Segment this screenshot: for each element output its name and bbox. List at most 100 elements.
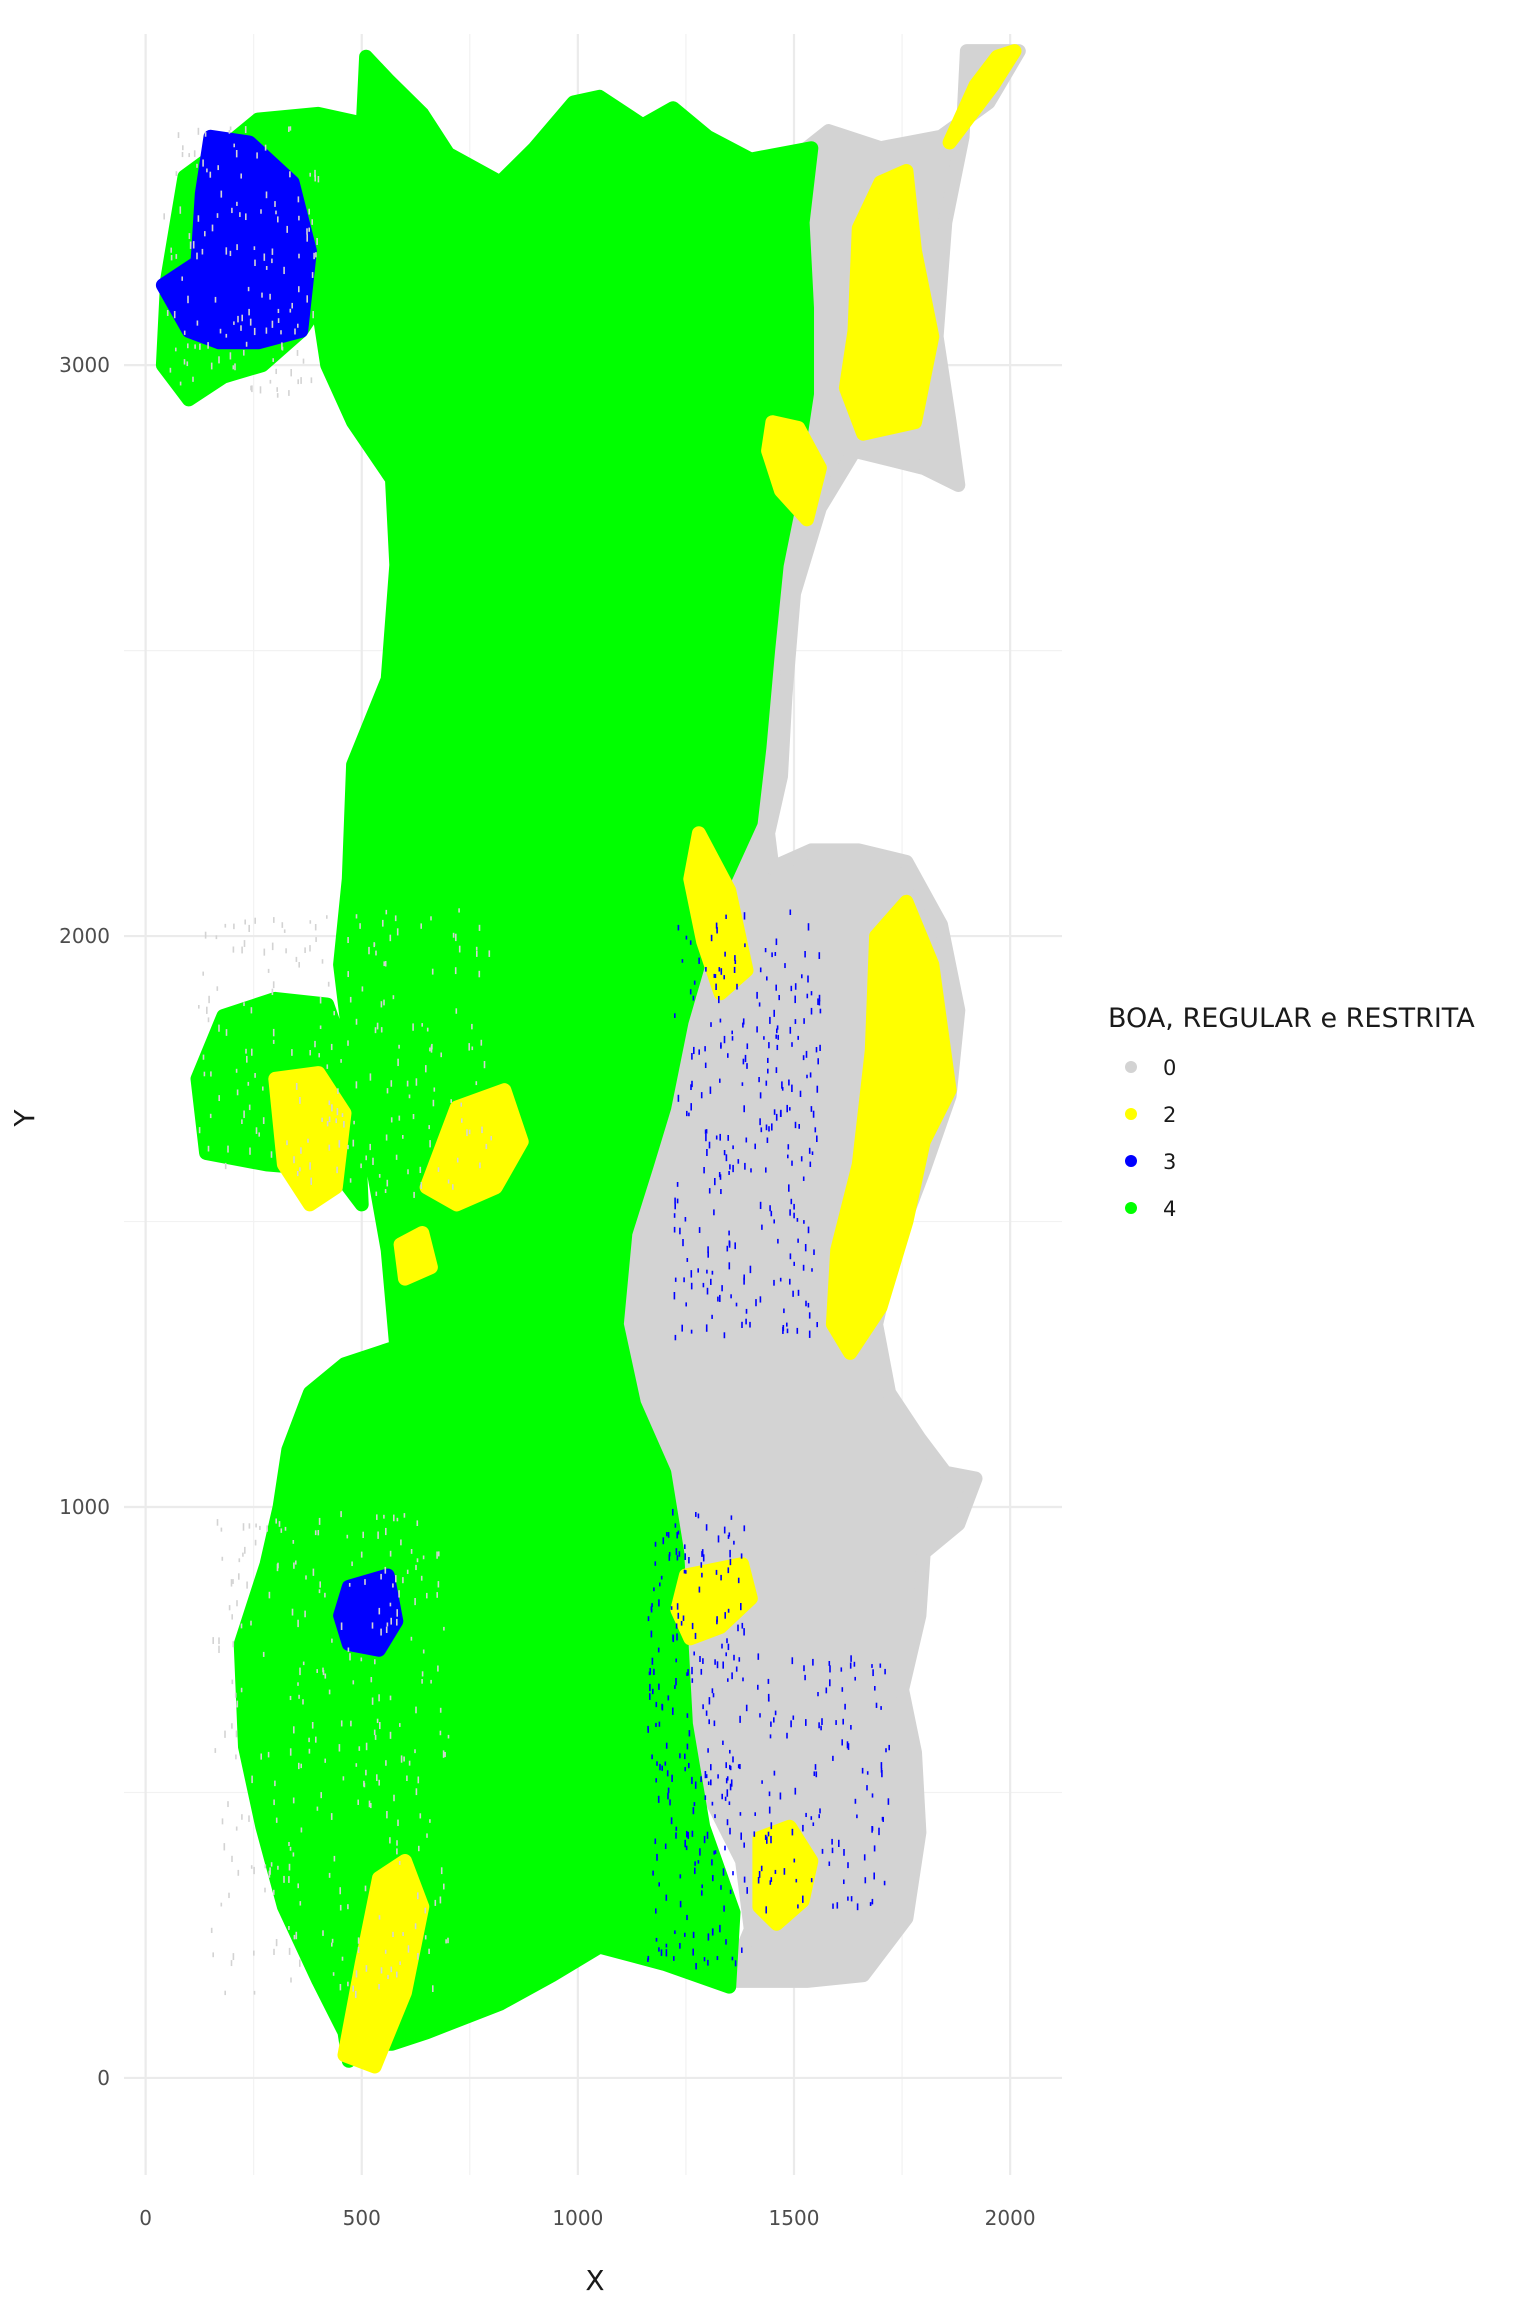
- scatter-0-west-mid-point: [291, 1049, 293, 1056]
- scatter-3-east-lower-point: [770, 1721, 772, 1727]
- scatter-0-west-point: [223, 1843, 226, 1851]
- scatter-3-east-mid-point: [781, 1081, 783, 1089]
- scatter-3-east-lower-point: [791, 1657, 794, 1665]
- scatter-0-west-point: [379, 1722, 381, 1730]
- scatter-0-west-point: [332, 1972, 335, 1976]
- scatter-3-east-mid-point: [723, 1150, 726, 1156]
- scatter-0-west-mid-point: [250, 1007, 253, 1014]
- scatter-3-east-mid-point: [743, 1274, 745, 1281]
- scatter-3-east-south-point: [730, 1779, 733, 1787]
- scatter-0-west-point: [378, 1607, 381, 1615]
- scatter-0-west-point: [236, 1700, 239, 1708]
- scatter-0-northwest-point: [271, 320, 274, 328]
- scatter-3-east-south-point: [695, 1512, 697, 1517]
- scatter-0-northwest-point: [194, 344, 196, 349]
- scatter-0-west-point: [443, 1883, 445, 1890]
- legend-key-2: [1125, 1108, 1137, 1120]
- scatter-3-east-south-point: [705, 1710, 708, 1716]
- scatter-0-northwest-point: [290, 369, 292, 377]
- scatter-3-east-south-point: [672, 1508, 674, 1516]
- scatter-0-west-point: [357, 1946, 360, 1953]
- scatter-3-east-south-point: [730, 1515, 733, 1520]
- scatter-0-northwest-point: [204, 132, 207, 137]
- scatter-3-east-south-point: [655, 1908, 657, 1914]
- scatter-3-east-south-point: [735, 1666, 738, 1672]
- scatter-0-west-mid-point: [343, 1121, 345, 1128]
- scatter-3-east-south-point: [717, 1774, 719, 1779]
- scatter-0-west-point: [320, 1792, 322, 1799]
- scatter-0-west-point: [299, 1667, 301, 1676]
- scatter-0-west-point: [383, 1514, 385, 1519]
- scatter-3-east-lower-point: [841, 1739, 843, 1746]
- scatter-3-east-mid-point: [807, 975, 809, 983]
- legend-title: BOA, REGULAR e RESTRITA: [1108, 1003, 1475, 1034]
- scatter-0-west-point: [439, 1707, 442, 1713]
- scatter-3-east-south-point: [655, 1778, 657, 1783]
- scatter-3-east-south-point: [721, 1643, 723, 1649]
- scatter-3-east-south-point: [699, 1848, 701, 1856]
- scatter-0-west-point: [259, 1525, 261, 1530]
- scatter-3-east-south-point: [686, 1743, 689, 1750]
- scatter-0-west-point: [400, 1755, 403, 1763]
- scatter-3-east-mid-point: [797, 1035, 799, 1040]
- scatter-0-west-point: [240, 1623, 243, 1629]
- scatter-0-northwest-point: [253, 246, 256, 251]
- scatter-0-northwest-point: [253, 327, 256, 336]
- scatter-3-east-south-point: [740, 1832, 742, 1840]
- scatter-0-west-point: [241, 1814, 243, 1820]
- scatter-3-east-south-point: [714, 1850, 717, 1854]
- scatter-3-east-south-point: [684, 1553, 686, 1560]
- scatter-0-west-mid-point: [479, 1162, 481, 1169]
- scatter-3-east-south-point: [659, 1582, 661, 1587]
- scatter-3-east-mid-point: [807, 923, 810, 931]
- scatter-0-west-point: [399, 1723, 401, 1727]
- scatter-3-east-mid-point: [807, 1302, 810, 1308]
- scatter-0-west-mid-point: [309, 1050, 311, 1056]
- scatter-3-east-mid-point: [720, 1042, 722, 1048]
- scatter-0-northwest-point: [209, 171, 212, 178]
- scatter-3-east-south-point: [651, 1603, 653, 1608]
- scatter-3-east-mid-point: [779, 1277, 782, 1282]
- scatter-3-east-south-point: [649, 1683, 651, 1692]
- scatter-0-northwest-point: [311, 219, 313, 225]
- scatter-3-east-mid-point: [776, 1028, 778, 1034]
- scatter-0-northwest-point: [175, 254, 178, 259]
- scatter-3-east-south-point: [670, 1606, 673, 1610]
- scatter-3-east-mid-point: [814, 1127, 817, 1133]
- scatter-0-northwest-point: [225, 247, 228, 255]
- scatter-3-east-mid-point: [673, 1226, 676, 1233]
- scatter-3-east-lower-point: [774, 1710, 777, 1716]
- scatter-0-west-mid-point: [235, 1068, 238, 1073]
- legend-label-4: 4: [1163, 1197, 1176, 1221]
- scatter-3-east-lower-point: [797, 1904, 799, 1909]
- scatter-0-west-point: [248, 1523, 251, 1529]
- scatter-0-west-mid-point: [471, 1046, 474, 1051]
- scatter-0-northwest-point: [306, 295, 308, 303]
- scatter-0-west-mid-point: [210, 1071, 212, 1077]
- scatter-3-east-mid-point: [710, 1278, 712, 1285]
- scatter-0-west-point: [230, 1579, 233, 1587]
- scatter-0-west-mid-point: [347, 937, 349, 944]
- scatter-3-east-mid-point: [773, 1219, 775, 1224]
- scatter-0-west-mid-point: [206, 1006, 208, 1014]
- scatter-0-west-point: [408, 1760, 411, 1766]
- scatter-3-east-mid-point: [693, 1046, 695, 1055]
- scatter-3-east-south-point: [703, 1957, 706, 1962]
- scatter-3-east-mid-point: [736, 983, 738, 990]
- scatter-0-west-point: [235, 1730, 238, 1738]
- scatter-0-west-point: [417, 1892, 419, 1900]
- scatter-3-east-south-point: [716, 1956, 719, 1961]
- scatter-0-west-point: [328, 1872, 331, 1878]
- scatter-3-east-south-point: [655, 1722, 657, 1727]
- scatter-0-west-point: [422, 1555, 425, 1560]
- scatter-0-west-mid-point: [426, 1027, 429, 1032]
- scatter-3-east-mid-point: [715, 922, 718, 929]
- scatter-3-east-lower-point: [881, 1816, 884, 1821]
- scatter-0-west-mid-point: [326, 1064, 329, 1069]
- scatter-0-west-point: [339, 1887, 341, 1895]
- x-tick-label: 500: [343, 2206, 381, 2230]
- scatter-3-east-mid-point: [788, 1079, 790, 1086]
- scatter-3-east-mid-point: [720, 1045, 722, 1049]
- legend-key-0: [1125, 1061, 1137, 1073]
- scatter-3-east-mid-point: [790, 1198, 793, 1205]
